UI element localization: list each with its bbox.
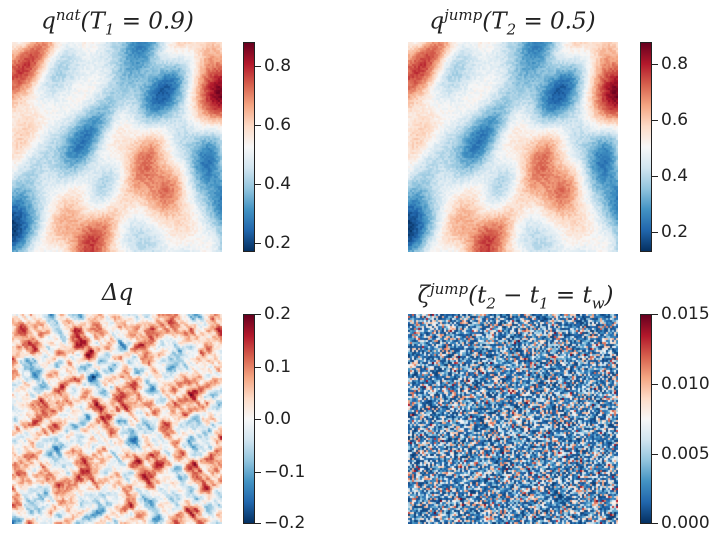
colorbar-tick-label: 0.8 bbox=[264, 55, 292, 76]
colorbar-tick bbox=[255, 184, 261, 185]
chart-title: qnat(T1 = 0.9) bbox=[41, 6, 194, 39]
colorbar-delta-q bbox=[243, 314, 255, 524]
colorbar-tick-label: 0.1 bbox=[264, 356, 292, 377]
colorbar-tick bbox=[255, 314, 261, 315]
colorbar-tick-label: 0.000 bbox=[661, 513, 710, 533]
colorbar-tick-label: 0.6 bbox=[264, 114, 292, 135]
heatmap-delta-q bbox=[12, 314, 222, 524]
colorbar-q-jump bbox=[640, 42, 652, 252]
colorbar-tick-label: −0.2 bbox=[264, 513, 306, 533]
colorbar-tick bbox=[255, 125, 261, 126]
colorbar-tick bbox=[255, 243, 261, 244]
chart-title: ζjump(t2 − t1 = tw) bbox=[417, 280, 614, 313]
colorbar-tick-label: 0.2 bbox=[264, 233, 292, 254]
colorbar-tick-label: 0.005 bbox=[661, 444, 710, 464]
colorbar-tick bbox=[255, 419, 261, 420]
colorbar-tick bbox=[652, 176, 658, 177]
colorbar-tick bbox=[652, 523, 658, 524]
heatmap-zeta-jump bbox=[408, 314, 618, 524]
colorbar-tick-label: 0.015 bbox=[661, 304, 710, 324]
colorbar-tick bbox=[652, 120, 658, 121]
chart-title: Δq bbox=[101, 280, 134, 306]
colorbar-tick bbox=[652, 384, 658, 385]
colorbar-tick bbox=[652, 454, 658, 455]
colorbar-tick-label: −0.1 bbox=[264, 461, 306, 482]
colorbar-tick bbox=[652, 232, 658, 233]
colorbar-tick-label: 0.4 bbox=[264, 173, 292, 194]
heatmap-q-jump bbox=[408, 42, 618, 252]
colorbar-tick bbox=[255, 66, 261, 67]
colorbar-tick bbox=[255, 367, 261, 368]
colorbar-tick-label: 0.010 bbox=[661, 374, 710, 394]
colorbar-tick-label: 0.8 bbox=[661, 54, 689, 75]
chart-title: qjump(T2 = 0.5) bbox=[429, 6, 596, 39]
colorbar-tick-label: 0.2 bbox=[661, 222, 689, 243]
colorbar-tick bbox=[255, 472, 261, 473]
colorbar-tick bbox=[652, 314, 658, 315]
colorbar-tick-label: 0.4 bbox=[661, 166, 689, 187]
heatmap-q-nat bbox=[12, 42, 222, 252]
colorbar-q-nat bbox=[243, 42, 255, 252]
colorbar-zeta-jump bbox=[640, 314, 652, 524]
colorbar-tick-label: 0.6 bbox=[661, 110, 689, 131]
colorbar-tick bbox=[652, 64, 658, 65]
colorbar-tick bbox=[255, 523, 261, 524]
colorbar-tick-label: 0.2 bbox=[264, 304, 292, 324]
colorbar-tick-label: 0.0 bbox=[264, 409, 292, 429]
